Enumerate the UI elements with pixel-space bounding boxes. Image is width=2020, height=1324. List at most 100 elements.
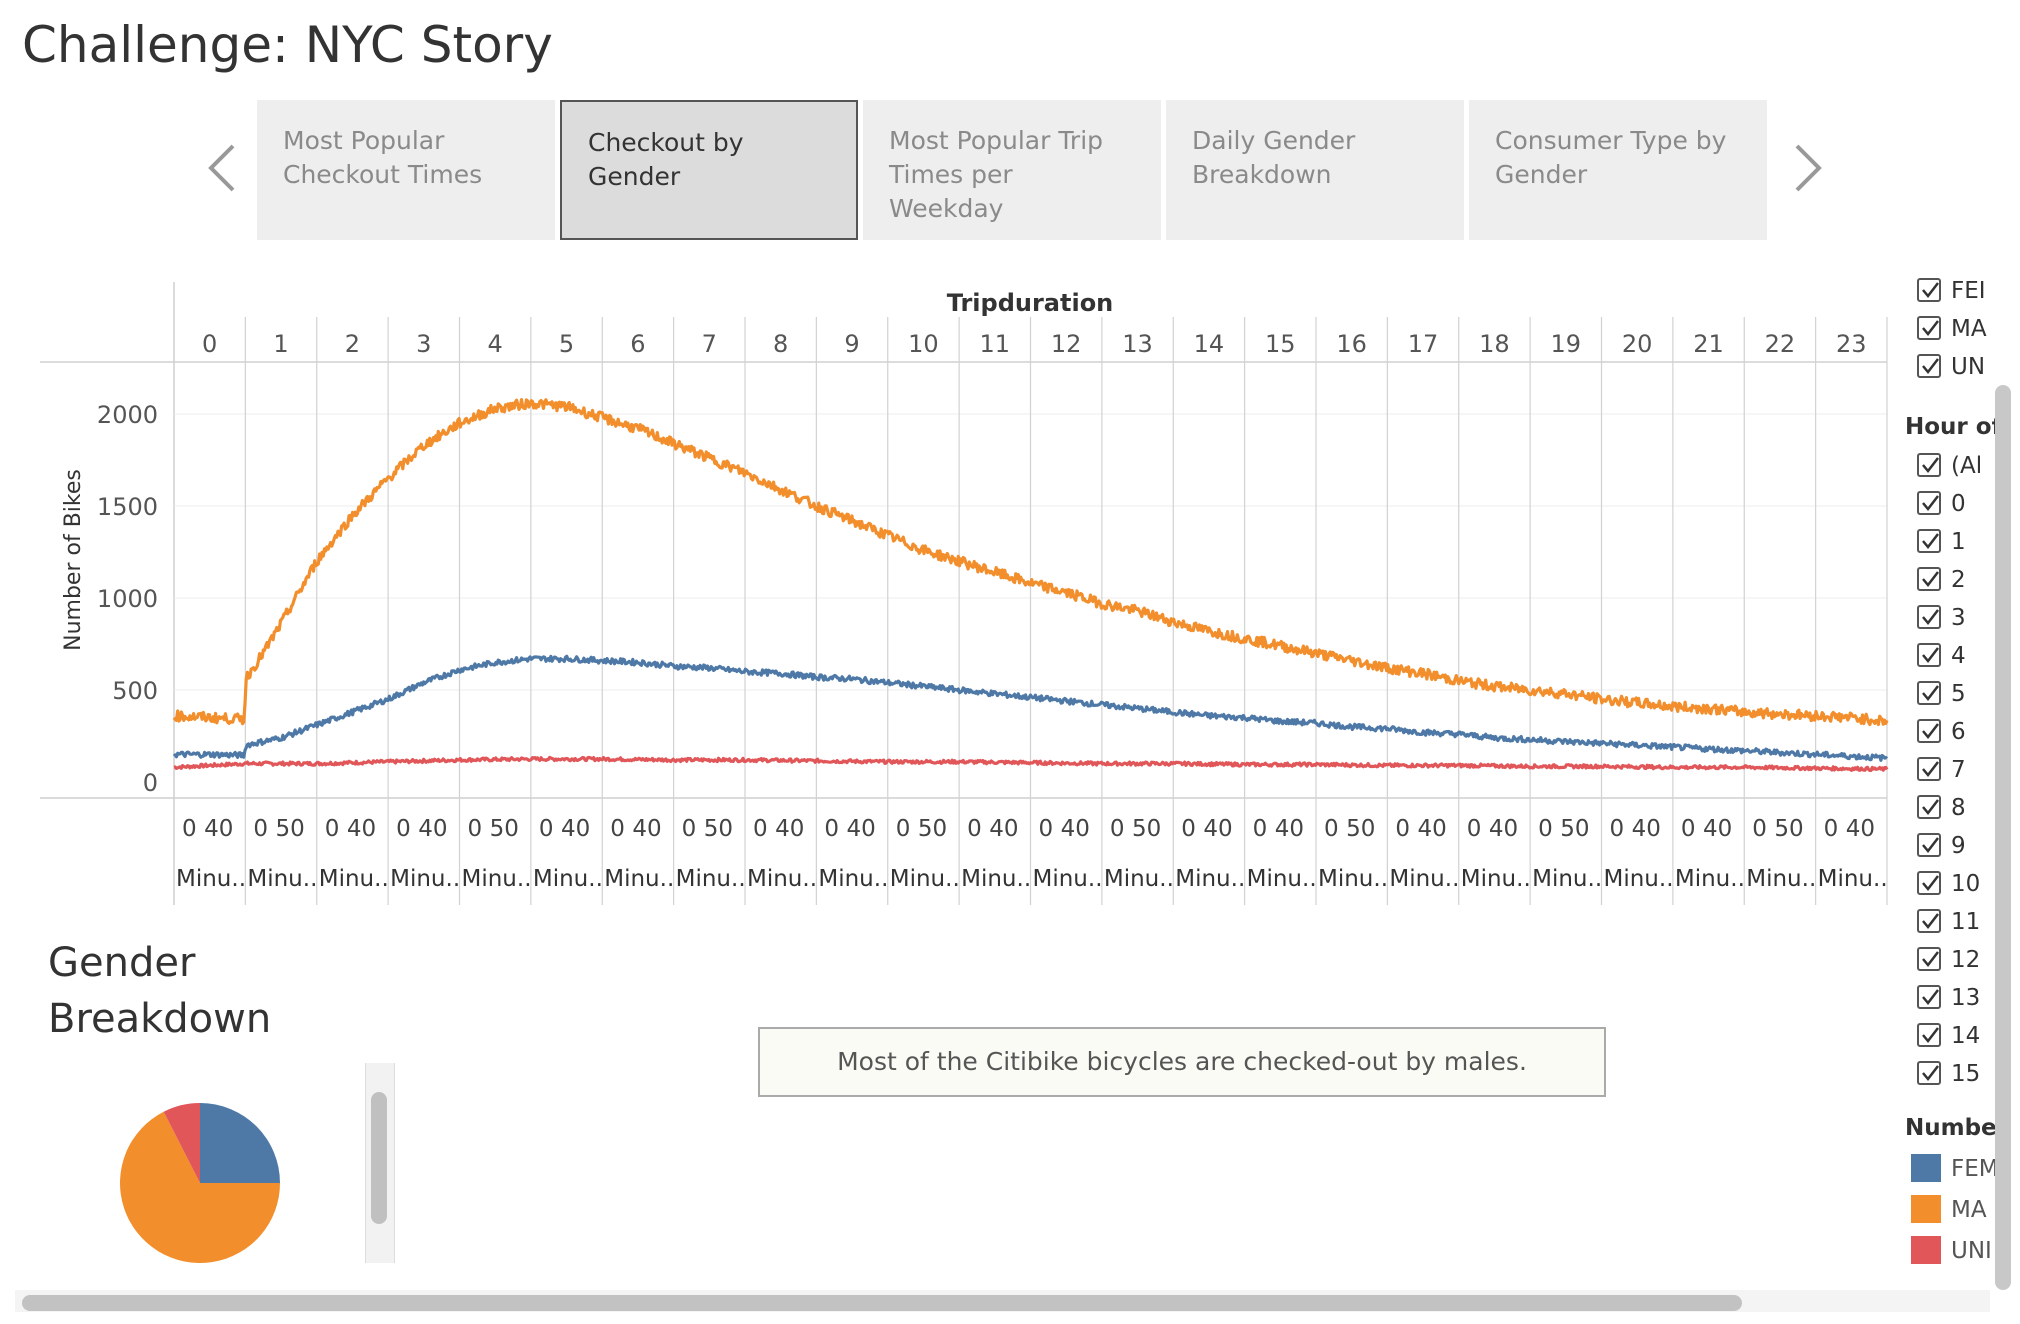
- story-tab-checkout-by-gender[interactable]: Checkout by Gender: [560, 100, 858, 240]
- hour-filter-checkbox[interactable]: [1917, 567, 1941, 591]
- story-tab-most-popular-checkout-times[interactable]: Most Popular Checkout Times: [257, 100, 555, 240]
- hour-header-label: 22: [1765, 330, 1796, 358]
- minute-axis-label: Minu..: [1818, 866, 1888, 892]
- minute-axis-label: Minu..: [1318, 866, 1388, 892]
- checkmark-icon: [1922, 837, 1939, 853]
- minute-tick-label: 0: [396, 816, 411, 842]
- filter-panel-scrollbar[interactable]: [1995, 385, 2011, 1290]
- hour-filter-checkbox[interactable]: [1917, 985, 1941, 1009]
- hour-filter-checkbox[interactable]: [1917, 833, 1941, 857]
- y-tick-label: 500: [112, 677, 158, 705]
- minute-tick-label: 0: [253, 816, 268, 842]
- story-tab-label: Most Popular Checkout Times: [283, 126, 483, 189]
- minute-axis-label: Minu..: [1746, 866, 1816, 892]
- legend-heading: Number: [1905, 1115, 2008, 1141]
- y-tick-label: 1000: [97, 585, 158, 613]
- hour-filter-checkbox[interactable]: [1917, 681, 1941, 705]
- hour-header-label: 23: [1836, 330, 1867, 358]
- horizontal-scroll-thumb[interactable]: [22, 1295, 1742, 1311]
- legend-label-unknown: UNI: [1951, 1238, 1992, 1264]
- checkmark-icon: [1922, 989, 1939, 1005]
- minute-axis-label: Minu..: [1532, 866, 1602, 892]
- hour-filter-checkbox[interactable]: [1917, 453, 1941, 477]
- y-tick-label: 0: [143, 769, 158, 797]
- story-next-button[interactable]: [1775, 138, 1835, 198]
- story-tab-label: Daily Gender Breakdown: [1192, 126, 1356, 189]
- hour-filter-label: 6: [1951, 719, 1966, 745]
- hour-filter-checkbox[interactable]: [1917, 757, 1941, 781]
- checkmark-icon: [1922, 609, 1939, 625]
- hour-header-label: 2: [345, 330, 360, 358]
- pie-scroll-thumb[interactable]: [371, 1092, 387, 1224]
- hour-filter-checkbox[interactable]: [1917, 909, 1941, 933]
- checkmark-icon: [1922, 685, 1939, 701]
- minute-tick-label: 40: [204, 816, 233, 842]
- hour-header-label: 11: [980, 330, 1011, 358]
- minute-tick-label: 0: [1610, 816, 1625, 842]
- hour-filter-label: 15: [1951, 1061, 1981, 1087]
- minute-tick-label: 50: [1346, 816, 1375, 842]
- hour-header-label: 5: [559, 330, 574, 358]
- chevron-left-icon: [208, 144, 235, 192]
- hour-filter-label: 9: [1951, 833, 1966, 859]
- hour-filter-checkbox[interactable]: [1917, 1061, 1941, 1085]
- hour-filter-checkbox[interactable]: [1917, 529, 1941, 553]
- top-axis-title: Tripduration: [947, 289, 1114, 317]
- minute-tick-label: 0: [1039, 816, 1054, 842]
- legend-label-male: MA: [1951, 1197, 1987, 1223]
- hour-filter-checkbox[interactable]: [1917, 795, 1941, 819]
- story-prev-button[interactable]: [195, 138, 255, 198]
- minute-axis-label: Minu..: [176, 866, 246, 892]
- minute-tick-label: 0: [468, 816, 483, 842]
- hour-filter-checkbox[interactable]: [1917, 719, 1941, 743]
- checkmark-icon: [1922, 951, 1939, 967]
- pie-slice-male: [120, 1111, 281, 1264]
- gender-filter-checkbox[interactable]: [1917, 316, 1941, 340]
- chevron-right-icon: [1795, 144, 1822, 192]
- minute-tick-label: 40: [1846, 816, 1875, 842]
- minute-axis-label: Minu..: [247, 866, 317, 892]
- hour-header-label: 3: [416, 330, 431, 358]
- hour-header-label: 4: [488, 330, 503, 358]
- series-line-male: [172, 398, 1889, 727]
- hour-filter-label: 11: [1951, 909, 1981, 935]
- minute-axis-label: Minu..: [1175, 866, 1245, 892]
- story-tab-label: Checkout by Gender: [588, 128, 744, 191]
- checkmark-icon: [1922, 723, 1939, 739]
- gender-filter-checkbox[interactable]: [1917, 278, 1941, 302]
- minute-tick-label: 0: [1467, 816, 1482, 842]
- minute-tick-label: 40: [632, 816, 661, 842]
- hour-filter-label: 12: [1951, 947, 1981, 973]
- minute-axis-label: Minu..: [747, 866, 817, 892]
- hour-header-label: 1: [273, 330, 288, 358]
- minute-tick-label: 0: [1324, 816, 1339, 842]
- minute-tick-label: 0: [1824, 816, 1839, 842]
- hour-filter-checkbox[interactable]: [1917, 1023, 1941, 1047]
- filter-panel: FEI MA UN Hour of (Al 0 1 2 3 4 5 6 7 8 9 10 11 12 13 1…: [1895, 270, 2020, 1300]
- minute-tick-label: 0: [1752, 816, 1767, 842]
- hour-filter-checkbox[interactable]: [1917, 643, 1941, 667]
- story-tab-label: Most Popular Trip Times per Weekday: [889, 126, 1104, 223]
- gender-filter-label: FEI: [1951, 278, 1986, 304]
- hour-filter-checkbox[interactable]: [1917, 491, 1941, 515]
- hour-filter-checkbox[interactable]: [1917, 947, 1941, 971]
- hour-header-label: 15: [1265, 330, 1296, 358]
- minute-tick-label: 40: [418, 816, 447, 842]
- minute-tick-label: 40: [989, 816, 1018, 842]
- story-tab-daily-gender-breakdown[interactable]: Daily Gender Breakdown: [1166, 100, 1464, 240]
- minute-tick-label: 0: [610, 816, 625, 842]
- story-tab-consumer-type-by-gender[interactable]: Consumer Type by Gender: [1469, 100, 1767, 240]
- gender-filter-checkbox[interactable]: [1917, 354, 1941, 378]
- hour-header-label: 12: [1051, 330, 1082, 358]
- pie-slice-unknown: [163, 1103, 200, 1183]
- story-tab-trip-times-per-weekday[interactable]: Most Popular Trip Times per Weekday: [863, 100, 1161, 240]
- legend-swatch-unknown: [1911, 1236, 1941, 1264]
- minute-tick-label: 40: [347, 816, 376, 842]
- hour-filter-checkbox[interactable]: [1917, 871, 1941, 895]
- hour-filter-checkbox[interactable]: [1917, 605, 1941, 629]
- hour-header-label: 9: [844, 330, 859, 358]
- hour-header-label: 7: [702, 330, 717, 358]
- hour-filter-label: 2: [1951, 567, 1966, 593]
- minute-axis-label: Minu..: [533, 866, 603, 892]
